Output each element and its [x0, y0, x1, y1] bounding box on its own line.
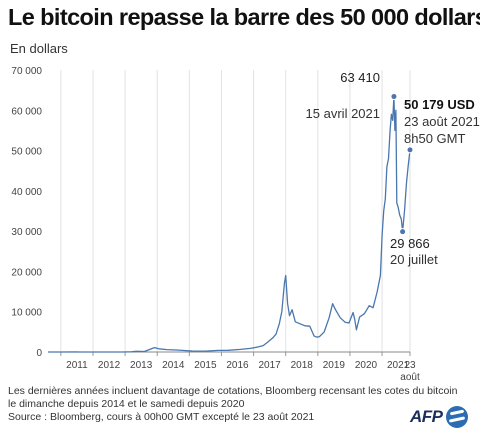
annotation-last-value: 50 179 USD: [404, 97, 475, 112]
annotation-low-date: 20 juillet: [390, 252, 438, 267]
footnote-line: le dimanche depuis 2014 et le samedi dep…: [8, 398, 245, 410]
y-tick-label: 50 000: [11, 147, 42, 158]
x-tick-label: 23: [404, 360, 416, 371]
footnote: Les dernières années incluent davantage …: [8, 385, 478, 424]
chart-title: Le bitcoin repasse la barre des 50 000 d…: [8, 4, 480, 30]
annotation-last-date: 23 août 2021: [404, 114, 480, 129]
last-marker: [406, 146, 414, 154]
x-tick-label: 2017: [259, 360, 282, 371]
x-tick-label: 2019: [323, 360, 346, 371]
grid-lines: [60, 70, 411, 352]
footnote-line: Les dernières années incluent davantage …: [8, 385, 458, 397]
x-axis: 2011 2012 2013 2014 2015 2016 2017 2018 2019 2020…: [48, 351, 420, 383]
y-tick-label: 70 000: [11, 66, 42, 77]
y-tick-label: 20 000: [11, 267, 42, 278]
x-tick-label: 2011: [66, 360, 88, 371]
annotation-low-value: 29 866: [390, 236, 430, 251]
y-tick-label: 40 000: [11, 187, 42, 198]
annotation-markers: [390, 93, 414, 236]
x-tick-label: 2012: [98, 360, 121, 371]
x-tick-label: 2016: [226, 360, 249, 371]
annotation-last-time: 8h50 GMT: [404, 131, 465, 146]
y-tick-label: 10 000: [11, 308, 42, 319]
x-tick-label: 2020: [355, 360, 378, 371]
x-tick-label: 2021: [387, 360, 410, 371]
y-axis: 0 10 000 20 000 30 000 40 000 50 000 60 000 70 …: [11, 66, 42, 359]
x-tick-label: 2018: [291, 360, 314, 371]
y-tick-label: 60 000: [11, 106, 42, 117]
afp-globe-icon: [445, 406, 468, 428]
afp-logo: AFP: [410, 405, 468, 429]
annotation-peak-date: 15 avril 2021: [306, 106, 380, 121]
y-tick-label: 30 000: [11, 227, 42, 238]
low-marker: [399, 228, 407, 236]
x-tick-label: août: [400, 372, 420, 383]
afp-logo-text: AFP: [410, 407, 443, 426]
price-line: [48, 95, 411, 353]
y-tick-label: 0: [36, 348, 42, 359]
annotation-peak-value: 63 410: [340, 70, 380, 85]
unit-label: En dollars: [10, 41, 68, 56]
x-tick-label: 2014: [162, 360, 185, 371]
x-tick-label: 2015: [194, 360, 217, 371]
line-chart: 0 10 000 20 000 30 000 40 000 50 000 60 000 70 …: [11, 66, 480, 383]
x-tick-label: 2013: [130, 360, 153, 371]
peak-marker: [390, 93, 398, 101]
source-line: Source : Bloomberg, cours à 00h00 GMT ex…: [8, 411, 315, 423]
